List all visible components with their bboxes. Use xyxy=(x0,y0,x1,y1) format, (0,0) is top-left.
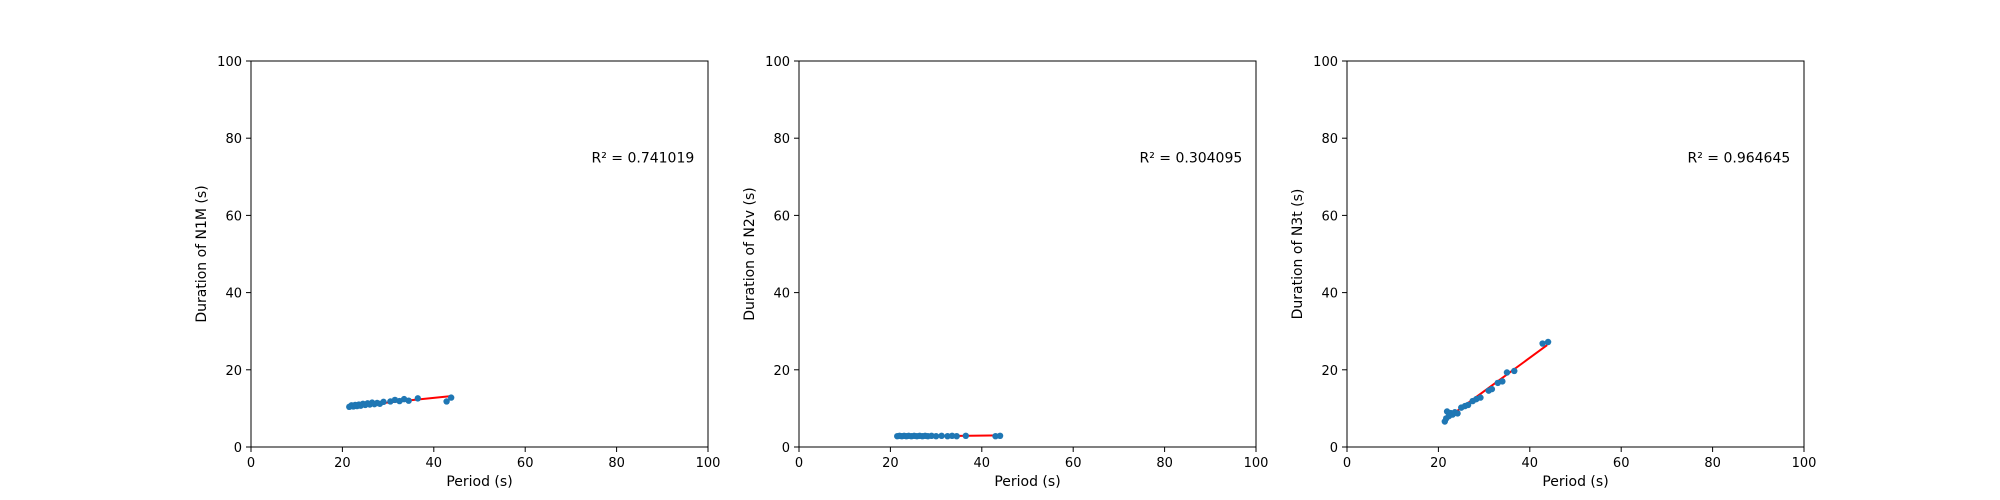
subplot-2-y-tick-label: 100 xyxy=(765,55,790,70)
subplot-2-x-tick-label: 100 xyxy=(1244,456,1269,471)
subplot-2-point-20 xyxy=(962,432,970,440)
subplot-2-x-tick-label: 40 xyxy=(974,456,991,471)
subplot-3-y-tick-label: 0 xyxy=(1330,441,1338,456)
subplot-3-point-11 xyxy=(1464,401,1472,409)
subplot-3-marks xyxy=(1441,338,1552,425)
subplot-2-x-tick-label: 0 xyxy=(795,456,803,471)
subplot-2-point-21 xyxy=(992,432,999,440)
subplot-2-x-tick-label: 60 xyxy=(1065,456,1082,471)
subplot-3-point-16 xyxy=(1488,385,1496,393)
subplot-1-x-tick-label: 60 xyxy=(517,456,534,471)
subplot-3-y-tick-label: 60 xyxy=(1321,209,1338,224)
subplot-3-y-tick-label: 20 xyxy=(1321,364,1338,379)
subplot-2: 0 20 40 60 80 100 0 20 40 60 80 100 R² = 0.304095 P… xyxy=(742,55,1268,490)
subplot-1-y-tick-label: 60 xyxy=(225,209,242,224)
subplot-2-y-tick-label: 40 xyxy=(773,287,790,302)
subplot-3-x-axis-label: Period (s) xyxy=(1542,474,1608,490)
subplot-2-y-tick-label: 0 xyxy=(782,441,790,456)
subplot-3-point-20 xyxy=(1511,367,1518,375)
subplot-1-x-axis-label: Period (s) xyxy=(446,474,512,490)
subplot-2-point-15 xyxy=(932,432,940,440)
subplot-3-x-tick-label: 0 xyxy=(1343,456,1351,471)
subplot-1-r2-annotation: R² = 0.741019 xyxy=(592,151,695,167)
subplot-2-ticks: 0 20 40 60 80 100 0 20 40 60 80 100 xyxy=(765,55,1268,471)
subplot-1-marks xyxy=(346,394,455,411)
subplot-2-point-18 xyxy=(948,432,956,440)
subplot-1-point-16 xyxy=(380,398,387,406)
subplot-1-x-tick-label: 40 xyxy=(426,456,443,471)
subplot-2-point-22 xyxy=(996,432,1004,440)
subplot-3-point-19 xyxy=(1503,369,1511,376)
subplot-1-ticks: 0 20 40 60 80 100 0 20 40 60 80 100 xyxy=(217,55,720,471)
subplot-2-x-tick-label: 80 xyxy=(1156,456,1173,471)
subplot-2-x-tick-label: 20 xyxy=(882,456,899,471)
subplot-2-point-19 xyxy=(953,432,960,440)
subplot-3-x-tick-label: 20 xyxy=(1430,456,1447,471)
subplot-2-marks xyxy=(894,432,1004,440)
subplot-1-point-24 xyxy=(447,394,455,401)
subplot-3-x-tick-label: 80 xyxy=(1704,456,1721,471)
subplot-2-y-axis-label: Duration of N2v (s) xyxy=(742,187,758,321)
subplot-1-x-tick-label: 80 xyxy=(608,456,625,471)
subplot-2-y-tick-label: 80 xyxy=(773,132,790,147)
subplot-2-point-16 xyxy=(938,432,945,440)
subplot-3-y-tick-label: 40 xyxy=(1321,287,1338,302)
subplot-1-point-21 xyxy=(405,397,412,404)
subplot-1-point-22 xyxy=(414,395,422,402)
subplot-3-ticks: 0 20 40 60 80 100 0 20 40 60 80 100 xyxy=(1313,55,1816,471)
subplot-1-y-axis-label: Duration of N1M (s) xyxy=(194,185,210,322)
subplot-3-r2-annotation: R² = 0.964645 xyxy=(1688,151,1791,167)
subplot-3-point-22 xyxy=(1544,338,1552,346)
subplot-1-y-tick-label: 0 xyxy=(234,441,242,456)
subplot-2-y-tick-label: 20 xyxy=(773,364,790,379)
subplot-3: 0 20 40 60 80 100 0 20 40 60 80 100 R² = 0.964645 P… xyxy=(1290,55,1816,490)
subplot-2-x-axis-label: Period (s) xyxy=(994,474,1060,490)
subplot-1-x-tick-label: 100 xyxy=(696,456,721,471)
subplot-3-point-18 xyxy=(1499,378,1506,385)
subplot-1-x-tick-label: 0 xyxy=(247,456,255,471)
subplot-2-y-tick-label: 60 xyxy=(773,209,790,224)
subplot-3-x-tick-label: 40 xyxy=(1522,456,1539,471)
subplot-3-x-tick-label: 100 xyxy=(1792,456,1817,471)
subplot-1-x-tick-label: 20 xyxy=(334,456,351,471)
subplot-1-point-23 xyxy=(443,398,450,405)
subplot-3-y-axis-label: Duration of N3t (s) xyxy=(1290,189,1306,320)
subplot-1: 0 20 40 60 80 100 0 20 40 60 80 100 R² = 0.741019 P… xyxy=(194,55,720,490)
subplot-3-point-21 xyxy=(1539,340,1546,347)
subplot-3-y-tick-label: 100 xyxy=(1313,55,1338,70)
subplot-1-y-tick-label: 40 xyxy=(225,287,242,302)
subplot-2-frame xyxy=(798,60,1257,448)
subplot-2-point-17 xyxy=(944,432,951,440)
subplot-3-y-tick-label: 80 xyxy=(1321,132,1338,147)
subplot-3-x-tick-label: 60 xyxy=(1613,456,1630,471)
subplot-3-point-8 xyxy=(1454,410,1461,417)
subplot-1-y-tick-label: 80 xyxy=(225,132,242,147)
subplot-3-point-14 xyxy=(1477,394,1484,401)
subplot-1-frame xyxy=(250,60,709,448)
subplot-2-r2-annotation: R² = 0.304095 xyxy=(1140,151,1243,167)
subplot-1-y-tick-label: 100 xyxy=(217,55,242,70)
subplot-3-frame xyxy=(1346,60,1805,448)
subplot-1-y-tick-label: 20 xyxy=(225,364,242,379)
subplot-2-point-14 xyxy=(928,432,935,440)
